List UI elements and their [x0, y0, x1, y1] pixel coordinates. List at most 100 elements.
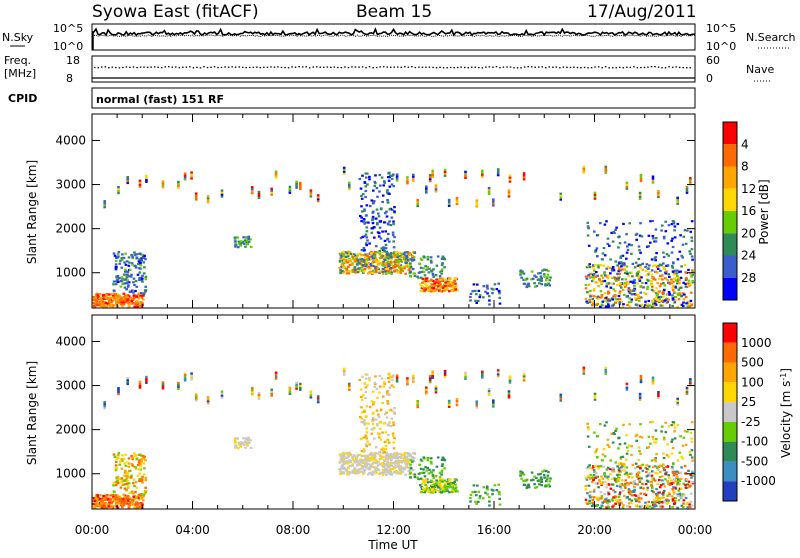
- backscatter-cell: [527, 285, 531, 288]
- backscatter-cell: [498, 503, 502, 506]
- backscatter-cell: [658, 299, 661, 302]
- backscatter-cell: [639, 176, 643, 179]
- backscatter-cell: [406, 383, 409, 386]
- backscatter-cell: [351, 471, 355, 474]
- backscatter-cell: [625, 270, 628, 273]
- backscatter-cell: [656, 281, 659, 285]
- backscatter-cell: [493, 283, 497, 286]
- backscatter-cell: [625, 388, 629, 391]
- backscatter-cell: [587, 484, 591, 487]
- backscatter-cell: [391, 174, 394, 177]
- backscatter-cell: [432, 289, 435, 292]
- backscatter-cell: [125, 288, 128, 291]
- backscatter-cell: [397, 261, 400, 264]
- backscatter-cell: [680, 294, 683, 297]
- backscatter-cell: [582, 171, 586, 174]
- freq-point: [122, 66, 124, 69]
- backscatter-cell: [656, 482, 659, 486]
- backscatter-cell: [469, 493, 473, 496]
- freq-point: [238, 66, 240, 68]
- backscatter-cell: [99, 293, 102, 296]
- backscatter-cell: [123, 497, 126, 500]
- backscatter-cell: [437, 481, 441, 484]
- backscatter-cell: [274, 371, 278, 374]
- backscatter-cell: [361, 375, 364, 378]
- backscatter-cell: [366, 183, 369, 186]
- backscatter-cell: [652, 477, 655, 480]
- backscatter-cell: [105, 305, 109, 308]
- backscatter-cell: [103, 305, 106, 308]
- freq-point: [682, 67, 684, 69]
- backscatter-cell: [613, 276, 616, 279]
- cpid-label: CPID: [8, 92, 37, 105]
- backscatter-cell: [687, 469, 690, 472]
- backscatter-cell: [361, 235, 365, 238]
- backscatter-cell: [345, 268, 348, 271]
- backscatter-cell: [638, 435, 642, 438]
- backscatter-cell: [639, 452, 642, 455]
- backscatter-cell: [508, 180, 512, 183]
- backscatter-cell: [233, 238, 237, 241]
- backscatter-cell: [353, 459, 356, 462]
- backscatter-cell: [137, 262, 140, 266]
- backscatter-cell: [421, 281, 424, 284]
- backscatter-cell: [425, 284, 428, 287]
- backscatter-cell: [388, 208, 392, 211]
- backscatter-cell: [360, 450, 364, 453]
- backscatter-cell: [540, 478, 543, 481]
- backscatter-cell: [140, 460, 143, 463]
- backscatter-cell: [114, 496, 118, 499]
- backscatter-cell: [371, 423, 375, 426]
- backscatter-cell: [405, 458, 408, 461]
- backscatter-cell: [435, 482, 438, 485]
- backscatter-cell: [596, 274, 599, 277]
- backscatter-cell: [386, 267, 389, 270]
- backscatter-cell: [658, 486, 662, 489]
- backscatter-cell: [361, 472, 365, 475]
- backscatter-cell: [383, 250, 386, 253]
- backscatter-cell: [295, 387, 298, 390]
- backscatter-cell: [587, 428, 590, 431]
- backscatter-cell: [496, 369, 500, 372]
- backscatter-cell: [519, 269, 523, 272]
- freq-point: [594, 66, 596, 68]
- backscatter-cell: [406, 377, 409, 380]
- backscatter-cell: [619, 284, 622, 287]
- backscatter-cell: [385, 272, 388, 275]
- backscatter-cell: [111, 493, 114, 496]
- backscatter-cell: [386, 253, 389, 256]
- backscatter-cell: [371, 269, 375, 272]
- backscatter-cell: [364, 172, 368, 175]
- backscatter-cell: [363, 450, 366, 453]
- backscatter-cell: [670, 424, 674, 427]
- x-tick-label: 00:00: [678, 523, 713, 537]
- backscatter-cell: [662, 251, 665, 254]
- colorbar-tick-label: 16: [741, 204, 756, 218]
- freq-point: [604, 66, 607, 68]
- backscatter-cell: [619, 286, 623, 289]
- freq-point: [171, 66, 173, 68]
- backscatter-cell: [422, 456, 426, 459]
- backscatter-cell: [672, 262, 675, 265]
- backscatter-cell: [387, 380, 391, 383]
- backscatter-cell: [538, 483, 541, 486]
- backscatter-cell: [600, 459, 604, 462]
- backscatter-cell: [638, 193, 642, 196]
- backscatter-cell: [360, 421, 363, 424]
- backscatter-cell: [365, 226, 369, 229]
- backscatter-cell: [359, 237, 363, 240]
- backscatter-cell: [614, 298, 618, 301]
- backscatter-cell: [636, 483, 639, 486]
- backscatter-cell: [342, 170, 346, 173]
- backscatter-cell: [134, 280, 138, 283]
- x-tick-label: 16:00: [477, 523, 512, 537]
- backscatter-cell: [419, 477, 423, 480]
- backscatter-cell: [408, 254, 411, 257]
- backscatter-cell: [114, 468, 118, 471]
- backscatter-cell: [139, 463, 142, 466]
- backscatter-cell: [625, 466, 629, 469]
- backscatter-cell: [344, 460, 348, 463]
- backscatter-cell: [675, 470, 679, 473]
- backscatter-cell: [676, 258, 680, 261]
- backscatter-cell: [440, 486, 443, 489]
